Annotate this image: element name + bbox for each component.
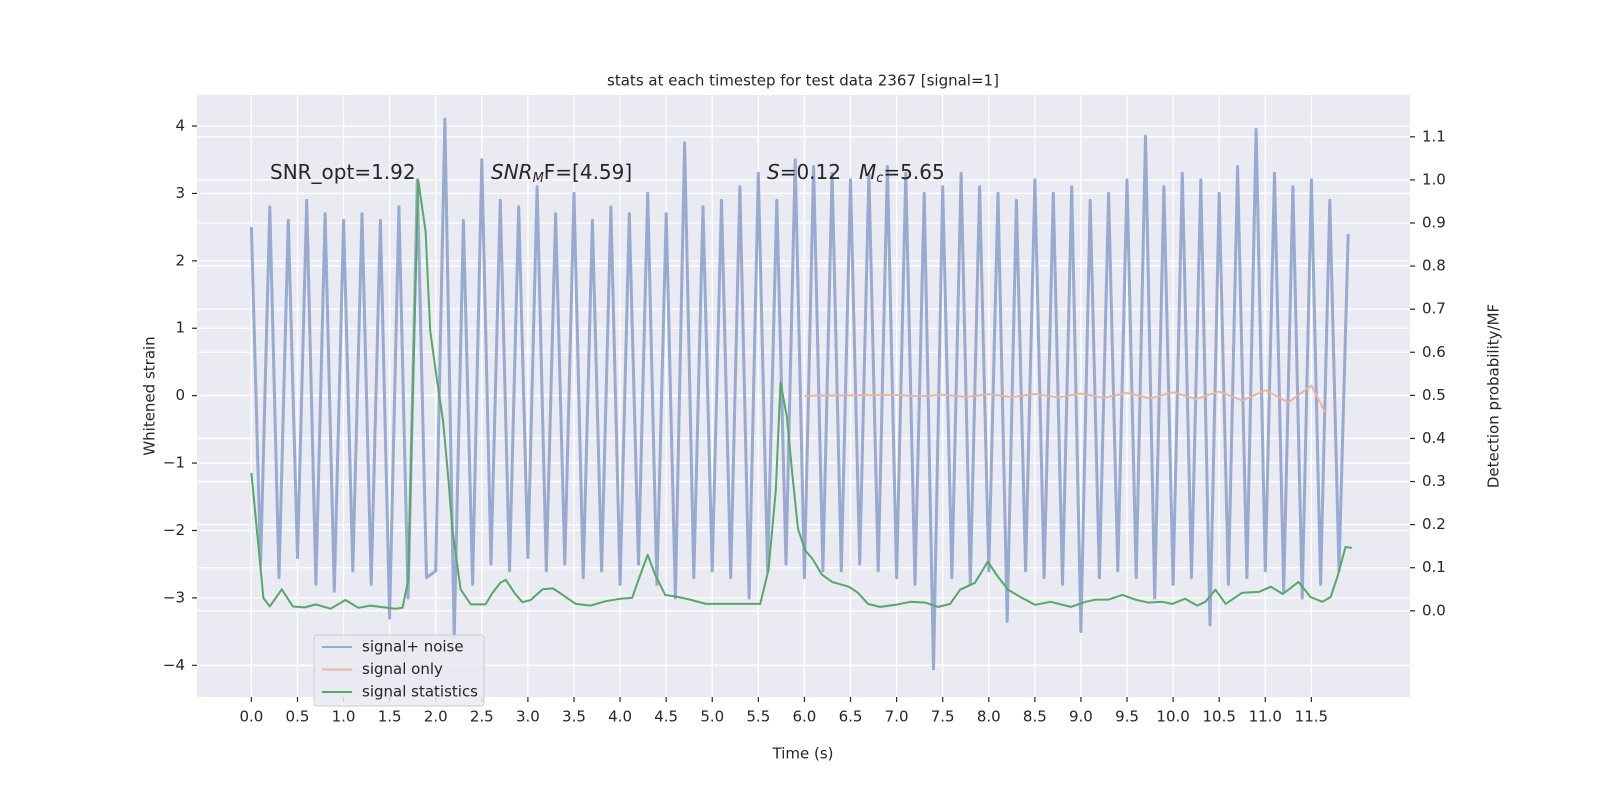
y2-tick-label: 1.0 (1422, 170, 1446, 188)
x-tick-label: 6.5 (839, 708, 863, 726)
x-tick-label: 0.0 (239, 708, 263, 726)
x-tick-label: 4.5 (654, 708, 678, 726)
y-tick-label: 2 (175, 251, 185, 269)
series-line (249, 117, 1350, 671)
x-tick-label: 7.5 (931, 708, 955, 726)
x-tick-label: 9.0 (1069, 708, 1093, 726)
x-tick-label: 4.0 (608, 708, 632, 726)
annotation-part: M (859, 160, 876, 184)
legend-label: signal only (362, 660, 443, 678)
y-axis-label: Whitened strain (141, 336, 159, 455)
x-tick-label: 10.0 (1156, 708, 1189, 726)
y-tick-label: −3 (163, 588, 185, 606)
legend-label: signal statistics (362, 683, 478, 701)
y2-tick-label: 1.1 (1422, 127, 1446, 145)
annotation: SNRMF=[4.59] (491, 160, 632, 186)
x-tick-label: 5.0 (700, 708, 724, 726)
x-tick-label: 6.0 (792, 708, 816, 726)
y2-tick-label: 0.4 (1422, 429, 1446, 447)
x-tick-label: 11.5 (1295, 708, 1328, 726)
annotation-part: S (767, 160, 780, 184)
x-tick-label: 9.5 (1115, 708, 1139, 726)
annotation-part: SNR (491, 160, 533, 184)
annotation-part: c (876, 171, 883, 186)
x-tick-label: 8.0 (977, 708, 1001, 726)
y-tick-label: −1 (163, 454, 185, 472)
y-tick-label: 0 (175, 386, 185, 404)
x-axis-label: Time (s) (772, 745, 834, 763)
y2-tick-label: 0.2 (1422, 515, 1446, 533)
x-tick-label: 10.5 (1202, 708, 1235, 726)
x-tick-label: 7.0 (885, 708, 909, 726)
y-tick-label: 3 (175, 184, 185, 202)
annotation: SNR_opt=1.92 (270, 160, 416, 184)
x-tick-label: 8.5 (1023, 708, 1047, 726)
y2-tick-label: 0.8 (1422, 257, 1446, 275)
annotation-part: SNR_opt=1.92 (270, 160, 416, 184)
y2-tick-label: 0.7 (1422, 300, 1446, 318)
annotation: Mc=5.65 (859, 160, 945, 186)
annotation-part: =5.65 (883, 160, 944, 184)
legend-label: signal+ noise (362, 638, 464, 656)
series-line (250, 178, 1353, 610)
x-tick-label: 3.0 (516, 708, 540, 726)
y2-axis-label: Detection probability/MF (1485, 304, 1503, 488)
annotation: S=0.12 (767, 160, 841, 184)
y2-tick-label: 0.9 (1422, 213, 1446, 231)
x-tick-label: 2.5 (470, 708, 494, 726)
annotation-part: =0.12 (780, 160, 841, 184)
y-tick-label: −2 (163, 521, 185, 539)
y-tick-label: 4 (175, 117, 185, 135)
x-tick-label: 1.5 (378, 708, 402, 726)
x-tick-label: 11.0 (1249, 708, 1282, 726)
y2-tick-label: 0.5 (1422, 386, 1446, 404)
y2-tick-label: 0.6 (1422, 343, 1446, 361)
annotation-part: M (533, 171, 544, 186)
y-tick-label: −4 (163, 656, 185, 674)
x-tick-label: 0.5 (286, 708, 310, 726)
x-tick-label: 1.0 (332, 708, 356, 726)
x-tick-label: 3.5 (562, 708, 586, 726)
chart-title: stats at each timestep for test data 236… (607, 72, 999, 90)
x-tick-label: 5.5 (746, 708, 770, 726)
y2-tick-label: 0.3 (1422, 472, 1446, 490)
series-line (804, 384, 1327, 413)
annotation-part: F=[4.59] (544, 160, 632, 184)
y-tick-label: 1 (175, 319, 185, 337)
legend-box (313, 634, 485, 707)
y2-tick-label: 0.1 (1422, 558, 1446, 576)
y2-tick-label: 0.0 (1422, 601, 1446, 619)
x-tick-label: 2.0 (424, 708, 448, 726)
